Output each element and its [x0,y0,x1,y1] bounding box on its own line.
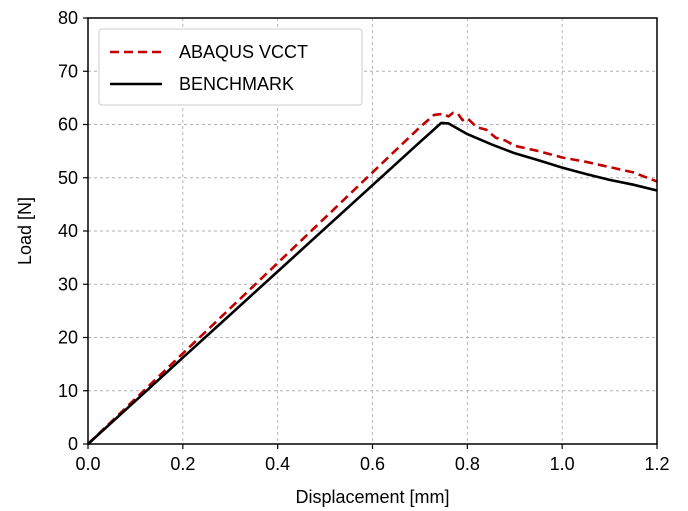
series-line-abaqus-vcct [87,111,658,445]
series-line-benchmark [87,121,658,445]
y-tick-label: 70 [58,61,78,81]
legend-label-benchmark: BENCHMARK [179,74,294,94]
x-axis-label: Displacement [mm] [295,487,449,507]
legend-label-abaqus-vcct: ABAQUS VCCT [179,42,308,62]
y-tick-label: 0 [68,434,78,454]
x-tick-label: 0.2 [170,454,195,474]
x-tick-label: 0.8 [455,454,480,474]
y-tick-label: 30 [58,274,78,294]
y-tick-label: 10 [58,381,78,401]
x-tick-label: 1.0 [550,454,575,474]
grid [88,18,657,444]
y-tick-label: 40 [58,221,78,241]
y-tick-label: 50 [58,168,78,188]
x-tick-label: 1.2 [644,454,669,474]
y-axis-label: Load [N] [15,197,35,265]
x-tick-label: 0.0 [75,454,100,474]
legend-box [98,28,363,106]
series-layer [87,111,658,445]
y-tick-label: 80 [58,8,78,28]
y-tick-label: 60 [58,115,78,135]
y-tick-label: 20 [58,328,78,348]
x-tick-label: 0.4 [265,454,290,474]
x-tick-label: 0.6 [360,454,385,474]
legend: ABAQUS VCCT BENCHMARK [98,28,363,106]
axis-ticks: 0.0 0.2 0.4 0.6 0.8 1.0 1.2 0 10 20 30 40 50 60 70 80 [58,8,670,474]
